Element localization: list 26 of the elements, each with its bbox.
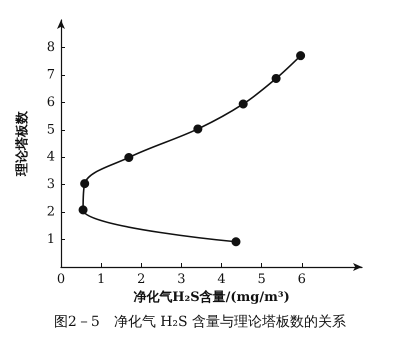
y-tick-label: 2 <box>46 204 55 220</box>
point <box>272 74 281 83</box>
point <box>193 124 202 134</box>
x-tick-label: 0 <box>56 272 66 287</box>
y-tick-label: 3 <box>46 177 55 192</box>
caption: 图2－5 净化气 H₂S 含量与理论塔板数的关系 <box>54 314 346 330</box>
point <box>78 205 88 214</box>
y-axis-title: 理论塔板数 <box>15 110 30 177</box>
x-tick-label: 6 <box>298 272 306 287</box>
y-tick-label: 4 <box>46 150 55 165</box>
y-tick-label: 8 <box>46 40 55 55</box>
point <box>231 237 240 246</box>
x-tick-label: 5 <box>258 272 266 287</box>
x-tick-label: 3 <box>177 272 186 287</box>
point <box>296 51 306 60</box>
point <box>80 179 90 188</box>
x-tick-label: 1 <box>96 272 106 287</box>
x-tick-label: 4 <box>217 272 226 287</box>
point <box>124 153 134 162</box>
x-tick-label: 2 <box>137 272 146 287</box>
y-tick-label: 1 <box>46 232 55 248</box>
x-axis-title: 净化气H₂S含量/(mg/m³) <box>133 288 290 305</box>
y-tick-label: 6 <box>46 94 55 110</box>
y-tick-label: 7 <box>46 67 55 82</box>
point <box>238 99 248 108</box>
y-tick-label: 5 <box>46 122 55 138</box>
